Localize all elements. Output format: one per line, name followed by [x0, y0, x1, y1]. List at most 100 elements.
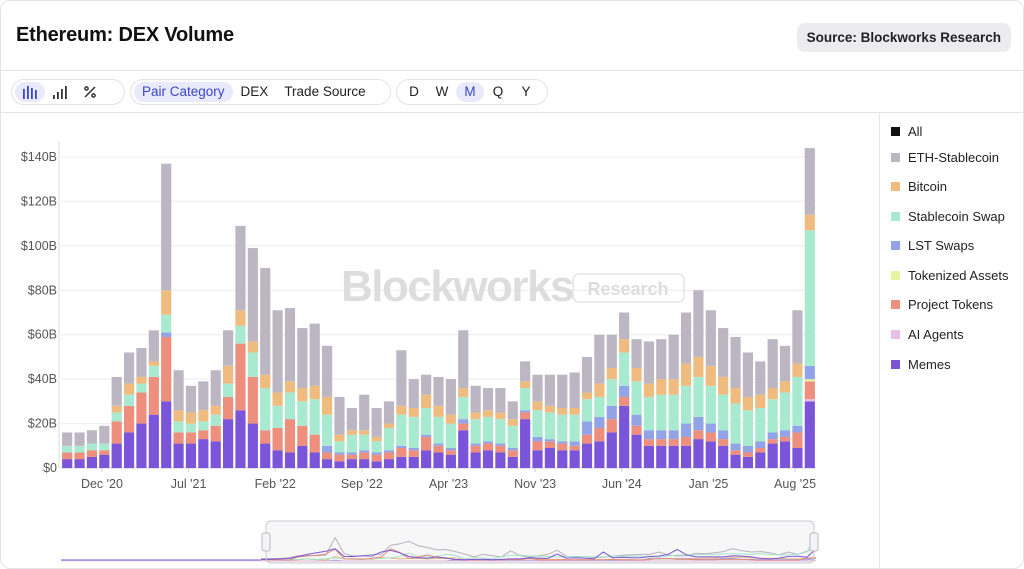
bar-segment-lst-swaps[interactable]: [767, 432, 778, 440]
bar-segment-bitcoin[interactable]: [482, 410, 494, 417]
bar-segment-bitcoin[interactable]: [594, 383, 605, 397]
interval-w[interactable]: W: [435, 84, 449, 99]
bar-segment-stablecoin-swap[interactable]: [755, 408, 766, 442]
bar-segment-eth-stablecoin[interactable]: [581, 356, 593, 393]
bar-segment-lst-swaps[interactable]: [396, 445, 407, 449]
bar-segment-eth-stablecoin[interactable]: [532, 374, 543, 402]
bar-segment-lst-swaps[interactable]: [557, 441, 568, 444]
bar-segment-eth-stablecoin[interactable]: [730, 336, 741, 389]
bar-segment-eth-stablecoin[interactable]: [705, 310, 716, 366]
bar-segment-stablecoin-swap[interactable]: [198, 421, 209, 431]
bar-segment-project-tokens[interactable]: [730, 450, 741, 455]
bar-segment-eth-stablecoin[interactable]: [346, 408, 357, 431]
bar-segment-bitcoin[interactable]: [569, 408, 580, 415]
bar-segment-bitcoin[interactable]: [742, 396, 754, 411]
bar-segment-eth-stablecoin[interactable]: [86, 430, 98, 444]
bar-segment-bitcoin[interactable]: [631, 368, 642, 382]
bar-segment-project-tokens[interactable]: [247, 376, 258, 424]
bar-segment-memes[interactable]: [148, 414, 159, 468]
bar-segment-project-tokens[interactable]: [62, 452, 73, 460]
bar-segment-bitcoin[interactable]: [779, 381, 791, 393]
bar-segment-lst-swaps[interactable]: [594, 416, 605, 429]
bar-segment-bitcoin[interactable]: [359, 430, 370, 435]
bar-segment-lst-swaps[interactable]: [495, 443, 506, 446]
bar-segment-eth-stablecoin[interactable]: [408, 379, 419, 409]
bar-segment-memes[interactable]: [680, 445, 692, 468]
bar-segment-memes[interactable]: [123, 432, 135, 468]
bar-segment-memes[interactable]: [421, 450, 432, 468]
bar-segment-memes[interactable]: [520, 419, 531, 468]
bar-segment-bitcoin[interactable]: [458, 388, 469, 397]
bar-segment-project-tokens[interactable]: [297, 425, 308, 446]
bar-segment-eth-stablecoin[interactable]: [680, 312, 692, 364]
bar-segment-memes[interactable]: [136, 423, 147, 468]
bar-segment-memes[interactable]: [86, 456, 98, 468]
bar-segment-project-tokens[interactable]: [482, 443, 494, 451]
bar-segment-lst-swaps[interactable]: [532, 436, 543, 442]
bar-segment-memes[interactable]: [767, 443, 778, 468]
bar-segment-eth-stablecoin[interactable]: [507, 401, 518, 420]
bar-segment-stablecoin-swap[interactable]: [185, 423, 197, 433]
bar-segment-project-tokens[interactable]: [619, 396, 630, 406]
bar-segment-project-tokens[interactable]: [495, 445, 506, 453]
bar-segment-stablecoin-swap[interactable]: [482, 416, 494, 442]
bar-segment-lst-swaps[interactable]: [619, 385, 630, 397]
bar-segment-lst-swaps[interactable]: [322, 445, 333, 453]
bar-segment-eth-stablecoin[interactable]: [111, 376, 122, 406]
bar-segment-project-tokens[interactable]: [767, 439, 778, 444]
bar-segment-memes[interactable]: [284, 452, 296, 468]
bar-segment-stablecoin-swap[interactable]: [396, 414, 407, 446]
bar-segment-memes[interactable]: [718, 445, 729, 468]
bar-segment-bitcoin[interactable]: [495, 412, 506, 420]
bar-segment-lst-swaps[interactable]: [779, 430, 791, 437]
navigator-handle-left[interactable]: [261, 532, 271, 552]
bar-segment-project-tokens[interactable]: [210, 425, 221, 442]
bar-segment-memes[interactable]: [594, 441, 605, 468]
bar-segment-eth-stablecoin[interactable]: [557, 374, 568, 409]
bar-segment-stablecoin-swap[interactable]: [99, 443, 110, 451]
bar-segment-bitcoin[interactable]: [557, 408, 568, 415]
bar-segment-memes[interactable]: [297, 445, 308, 468]
bar-segment-bitcoin[interactable]: [668, 379, 679, 395]
bar-segment-project-tokens[interactable]: [581, 434, 593, 444]
bar-segment-bitcoin[interactable]: [680, 363, 692, 386]
bar-segment-bitcoin[interactable]: [705, 365, 716, 386]
range-navigator[interactable]: [61, 520, 819, 564]
bar-segment-stablecoin-swap[interactable]: [767, 399, 778, 433]
bar-segment-eth-stablecoin[interactable]: [322, 345, 333, 397]
bar-segment-project-tokens[interactable]: [631, 425, 642, 435]
bar-segment-lst-swaps[interactable]: [520, 410, 531, 413]
bar-segment-memes[interactable]: [643, 445, 654, 468]
bar-segment-eth-stablecoin[interactable]: [260, 268, 271, 375]
bar-segment-project-tokens[interactable]: [334, 454, 345, 462]
bar-segment-lst-swaps[interactable]: [656, 430, 667, 440]
legend-item-tokenized-assets[interactable]: Tokenized Assets: [891, 265, 1008, 285]
bar-segment-bitcoin[interactable]: [136, 376, 147, 384]
bar-segment-memes[interactable]: [779, 441, 791, 468]
bar-segment-bitcoin[interactable]: [260, 374, 271, 389]
bar-segment-lst-swaps[interactable]: [470, 443, 481, 446]
bar-segment-eth-stablecoin[interactable]: [544, 374, 555, 406]
bar-segment-lst-swaps[interactable]: [346, 452, 357, 455]
bar-segment-stablecoin-swap[interactable]: [594, 396, 605, 417]
bar-segment-bitcoin[interactable]: [606, 368, 617, 380]
legend-item-stablecoin-swap[interactable]: Stablecoin Swap: [891, 206, 1005, 226]
bar-segment-stablecoin-swap[interactable]: [161, 314, 172, 333]
bar-segment-eth-stablecoin[interactable]: [123, 352, 135, 384]
bar-segment-project-tokens[interactable]: [458, 423, 469, 431]
legend-item-memes[interactable]: Memes: [891, 354, 951, 374]
bar-segment-eth-stablecoin[interactable]: [606, 334, 617, 369]
bar-segment-stablecoin-swap[interactable]: [458, 396, 469, 420]
bar-segment-project-tokens[interactable]: [136, 392, 147, 424]
interval-q[interactable]: Q: [492, 84, 504, 99]
bar-segment-eth-stablecoin[interactable]: [210, 370, 221, 406]
bar-segment-project-tokens[interactable]: [544, 441, 555, 449]
bar-segment-eth-stablecoin[interactable]: [693, 290, 704, 357]
bar-segment-memes[interactable]: [569, 450, 580, 468]
bar-segment-project-tokens[interactable]: [470, 445, 481, 453]
bar-segment-lst-swaps[interactable]: [482, 441, 494, 444]
bar-segment-project-tokens[interactable]: [223, 396, 234, 420]
bar-segment-memes[interactable]: [247, 423, 258, 468]
bar-segment-project-tokens[interactable]: [569, 445, 580, 451]
interval-m[interactable]: M: [456, 82, 484, 102]
